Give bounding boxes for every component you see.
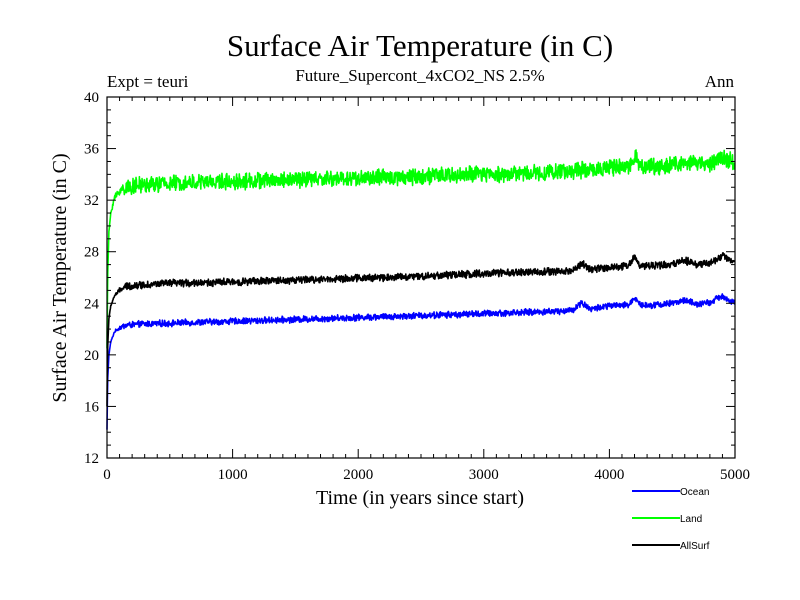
chart-subtitle: Future_Supercont_4xCO2_NS 2.5% (295, 66, 544, 85)
y-tick-label: 28 (84, 245, 99, 261)
y-tick-label: 16 (84, 399, 100, 415)
legend-item-ocean: Ocean (632, 487, 709, 498)
x-tick-label: 2000 (343, 467, 373, 483)
plot-frame (106, 96, 736, 459)
y-tick-label: 12 (84, 451, 99, 467)
period-label: Ann (705, 72, 735, 91)
legend-label-land: Land (680, 514, 702, 525)
series-line-ocean (106, 293, 736, 430)
legend-label-allsurf: AllSurf (680, 541, 710, 552)
y-axis-label: Surface Air Temperature (in C) (49, 153, 71, 402)
series-line-land (106, 149, 736, 349)
chart-title: Surface Air Temperature (in C) (227, 28, 613, 63)
legend: Ocean Land AllSurf (632, 487, 710, 552)
axes-layer: 0 1000 2000 3000 4000 5000 12 16 20 24 28 32 36 40 (84, 90, 750, 483)
legend-item-land: Land (632, 514, 702, 525)
x-tick-label: 4000 (594, 467, 624, 483)
x-axis-label: Time (in years since start) (316, 487, 524, 509)
y-tick-label: 32 (84, 193, 99, 209)
x-tick-label: 5000 (720, 467, 750, 483)
y-tick-label: 40 (84, 90, 99, 106)
y-tick-label: 20 (84, 348, 99, 364)
y-tick-label: 36 (84, 142, 100, 158)
experiment-label: Expt = teuri (107, 72, 189, 91)
legend-label-ocean: Ocean (680, 487, 709, 498)
legend-item-allsurf: AllSurf (632, 541, 710, 552)
x-tick-label: 3000 (469, 467, 499, 483)
x-tick-label: 0 (103, 467, 111, 483)
x-tick-label: 1000 (218, 467, 248, 483)
series-line-allsurf (106, 252, 736, 407)
y-tick-label: 24 (84, 296, 100, 312)
series-layer (106, 149, 736, 430)
